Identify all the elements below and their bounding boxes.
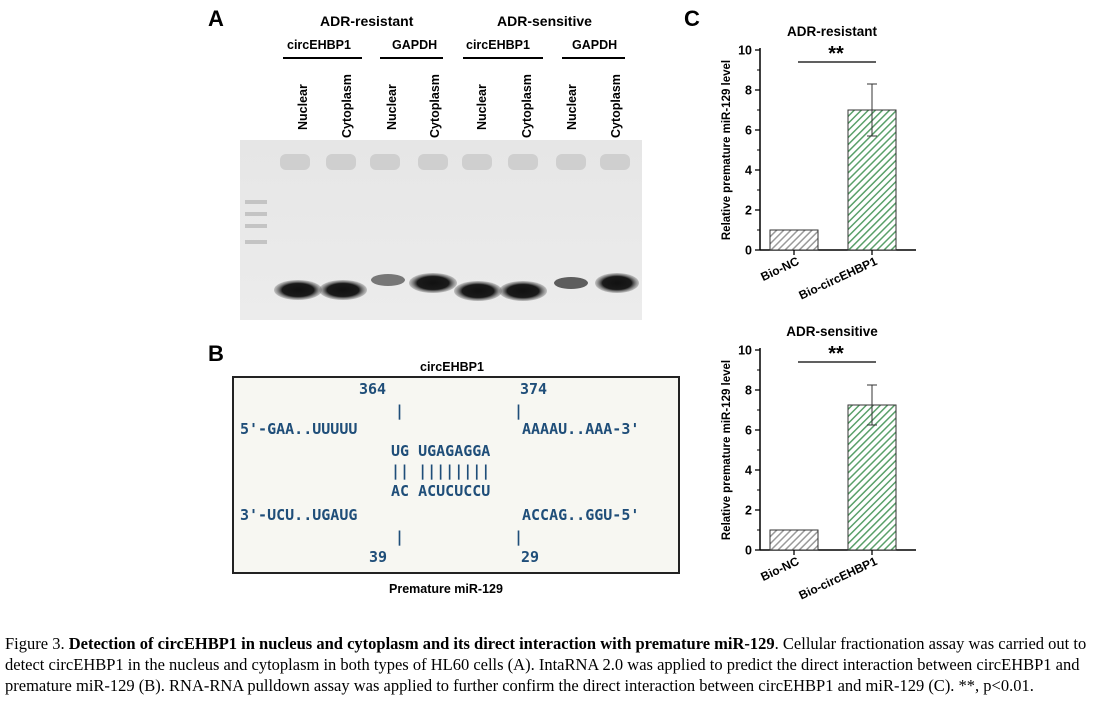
chart-title: ADR-resistant	[787, 24, 878, 39]
position-374: 374	[520, 380, 548, 398]
panel-b-title: circEHBP1	[420, 360, 484, 374]
lane-label-8: Cytoplasm	[609, 74, 623, 138]
panel-b-footer: Premature miR-129	[389, 582, 503, 596]
panel-c-letter: C	[684, 6, 700, 31]
y-tick-label: 2	[745, 204, 752, 218]
lane-label-7: Nuclear	[565, 84, 579, 130]
paired-circ: UG UGAGAGGA	[391, 442, 491, 460]
lane-label-3: Nuclear	[385, 84, 399, 130]
bar-1	[847, 404, 897, 551]
gene-underline-2	[380, 57, 443, 59]
bar-0	[769, 529, 819, 551]
lane-label-1: Nuclear	[296, 84, 310, 130]
tick-bottom-left: |	[395, 528, 405, 546]
gel-image	[240, 140, 642, 320]
tick-top-right: |	[514, 402, 524, 420]
gene-label-4: GAPDH	[572, 38, 618, 52]
position-29: 29	[521, 548, 540, 566]
pairing-bars: || ||||||||	[391, 462, 491, 480]
mir-seq-left: 3'-UCU..UGAUG	[240, 506, 358, 524]
lane-label-2: Cytoplasm	[340, 74, 354, 138]
significance-marker: **	[828, 43, 844, 65]
circ-seq-left: 5'-GAA..UUUUU	[240, 420, 358, 438]
paired-mir: AC ACUCUCCU	[391, 482, 491, 500]
x-tick-label: Bio-NC	[758, 254, 801, 284]
tick-top-left: |	[395, 402, 405, 420]
interaction-box: 364 374 | | 5'-GAA..UUUUU AAAAU..AAA-3' …	[232, 376, 680, 574]
chart-title: ADR-sensitive	[786, 324, 878, 339]
gene-label-2: GAPDH	[392, 38, 438, 52]
tick-bottom-right: |	[514, 528, 524, 546]
chart-adr-resistant: ADR-resistant Relative premature miR-129 …	[721, 24, 916, 303]
caption-body: . Cellular fractionation assay was carri…	[5, 634, 1087, 695]
lane-label-6: Cytoplasm	[520, 74, 534, 138]
group-label-sensitive: ADR-sensitive	[497, 13, 592, 29]
y-tick-label: 10	[738, 344, 752, 358]
y-tick-label: 0	[745, 544, 752, 558]
y-tick-label: 4	[745, 464, 752, 478]
gene-underline-3	[463, 57, 543, 59]
y-tick-label: 10	[738, 44, 752, 58]
x-tick-label: Bio-NC	[758, 554, 801, 584]
lane-label-5: Nuclear	[475, 84, 489, 130]
y-tick-label: 4	[745, 164, 752, 178]
circ-seq-right: AAAAU..AAA-3'	[522, 420, 640, 438]
y-tick-label: 8	[745, 84, 752, 98]
lane-label-4: Cytoplasm	[428, 74, 442, 138]
gene-underline-1	[283, 57, 362, 59]
y-tick-label: 6	[745, 424, 752, 438]
x-tick-label: Bio-circEHBP1	[797, 554, 880, 603]
caption-label: Figure 3.	[5, 634, 69, 653]
panel-b-letter: B	[208, 341, 224, 366]
y-axis-label: Relative premature miR-129 level	[721, 60, 733, 240]
gene-underline-4	[562, 57, 625, 59]
y-tick-label: 2	[745, 504, 752, 518]
y-tick-label: 6	[745, 124, 752, 138]
figure-caption: Figure 3. Detection of circEHBP1 in nucl…	[5, 633, 1113, 696]
position-364: 364	[359, 380, 387, 398]
position-39: 39	[369, 548, 388, 566]
caption-title: Detection of circEHBP1 in nucleus and cy…	[68, 634, 775, 653]
y-tick-label: 8	[745, 384, 752, 398]
x-tick-label: Bio-circEHBP1	[797, 254, 880, 303]
group-label-resistant: ADR-resistant	[320, 13, 414, 29]
gene-label-3: circEHBP1	[466, 38, 530, 52]
bar-0	[769, 229, 819, 251]
mir-seq-right: ACCAG..GGU-5'	[522, 506, 640, 524]
gene-label-1: circEHBP1	[287, 38, 351, 52]
y-tick-label: 0	[745, 244, 752, 258]
significance-marker: **	[828, 343, 844, 365]
panel-a-letter: A	[208, 6, 224, 31]
y-axis-label: Relative premature miR-129 level	[721, 360, 733, 540]
chart-adr-sensitive: ADR-sensitive Relative premature miR-129 …	[721, 324, 916, 603]
